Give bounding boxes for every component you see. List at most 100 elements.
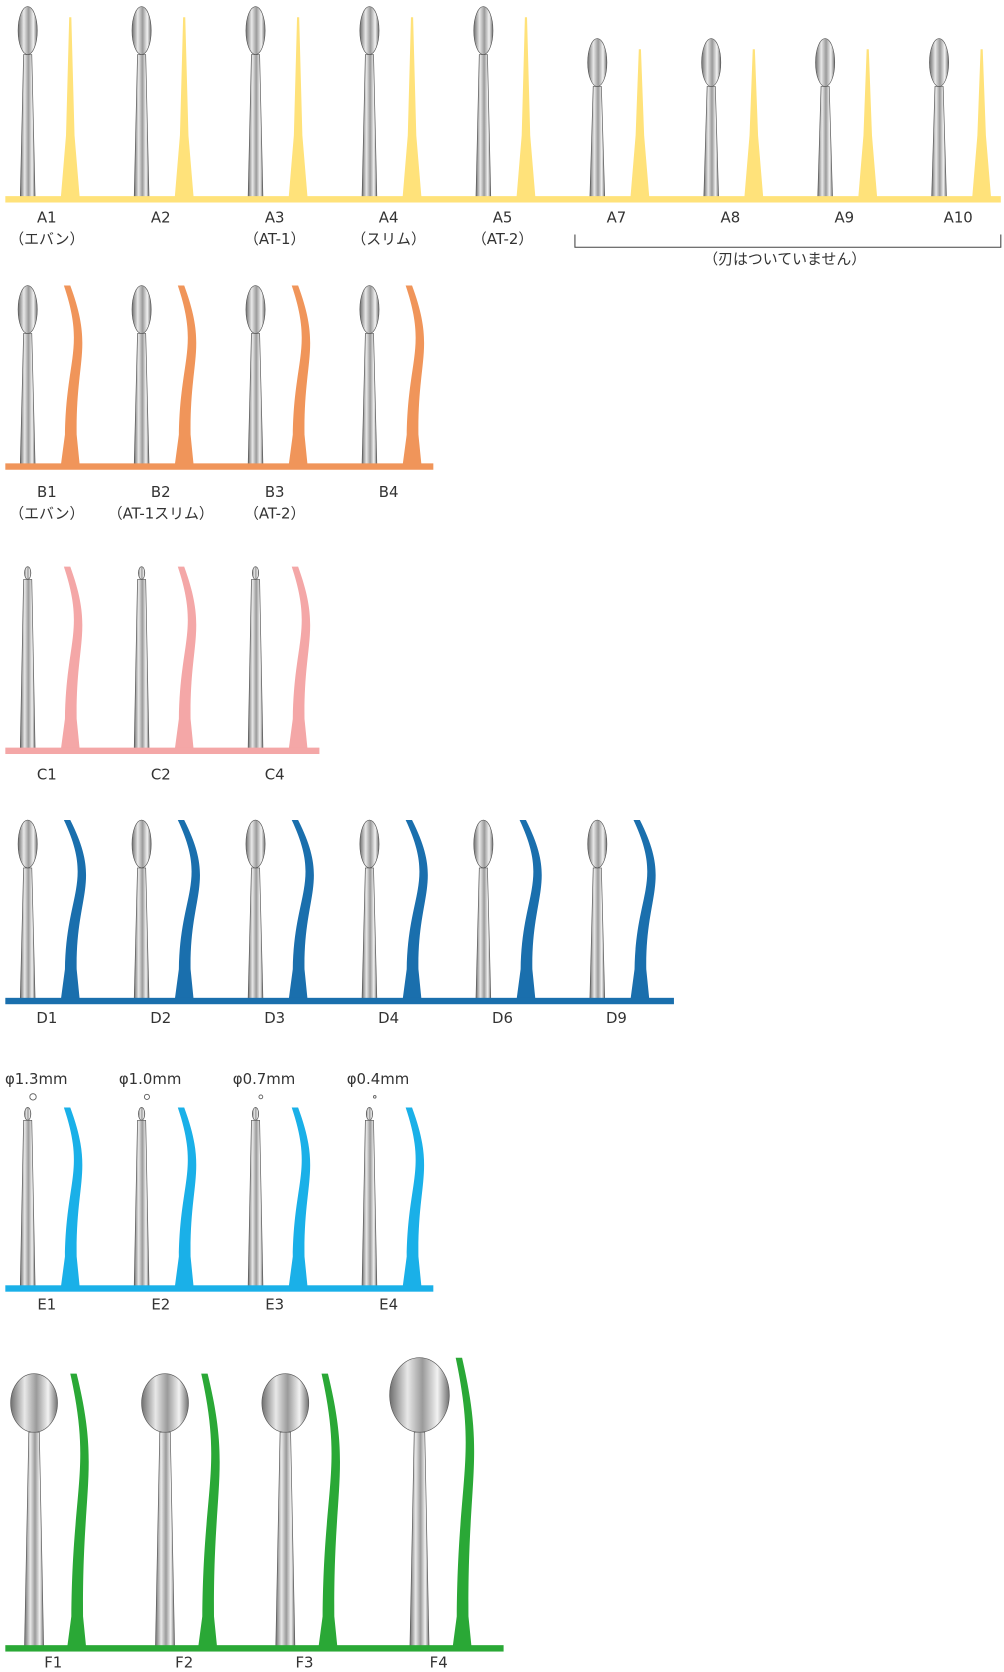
instrument-head xyxy=(17,6,38,55)
instrument-handle xyxy=(475,867,492,1002)
item-sublabel: （エバン） xyxy=(9,504,84,522)
instrument-head xyxy=(10,1373,58,1433)
instrument-handle xyxy=(19,579,36,752)
instrument-profile xyxy=(744,49,764,200)
instrument-head xyxy=(359,819,380,869)
instrument-handle xyxy=(155,1431,175,1649)
instrument-handle xyxy=(703,86,719,200)
item-label: E2 xyxy=(151,1296,170,1314)
instrument-head xyxy=(138,1107,146,1121)
instrument-profile xyxy=(288,566,311,751)
instrument-head xyxy=(245,285,266,334)
instrument-head xyxy=(359,285,380,334)
instrument-head xyxy=(252,1107,260,1121)
instrument-head xyxy=(473,819,494,869)
baseline xyxy=(5,1645,504,1652)
instrument-profile xyxy=(318,1373,340,1649)
instrument-profile xyxy=(402,820,428,1002)
instrument-profile xyxy=(174,1107,197,1289)
item-sublabel: （AT-1） xyxy=(244,230,305,248)
instrument-profile xyxy=(288,820,314,1002)
diameter-label: φ0.4mm xyxy=(347,1070,410,1088)
diameter-icon xyxy=(258,1094,264,1100)
item-label: E3 xyxy=(265,1296,284,1314)
instrument-handle xyxy=(19,867,36,1002)
item-label: B2 xyxy=(151,483,171,501)
item-sublabel: （AT-1スリム） xyxy=(108,504,214,522)
item-label: D2 xyxy=(150,1009,171,1027)
instrument-handle xyxy=(133,579,150,752)
item-sublabel: （エバン） xyxy=(9,230,84,248)
instrument-profile xyxy=(60,285,83,467)
note-bracket xyxy=(574,234,1002,248)
instrument-profile xyxy=(288,1107,311,1289)
item-label: A7 xyxy=(607,208,627,226)
instrument-handle xyxy=(409,1431,430,1649)
instrument-handle xyxy=(247,333,264,467)
item-label: D1 xyxy=(36,1009,57,1027)
instrument-profile xyxy=(60,17,80,200)
instrument-profile xyxy=(174,17,194,200)
instrument-head xyxy=(131,819,152,869)
instrument-head xyxy=(24,1107,32,1121)
instrument-handle xyxy=(589,867,606,1002)
item-label: B3 xyxy=(265,483,285,501)
item-label: B1 xyxy=(37,483,57,501)
item-label: A4 xyxy=(379,208,399,226)
instrument-profile xyxy=(858,49,878,200)
instrument-head xyxy=(359,6,380,55)
diameter-label: φ0.7mm xyxy=(233,1070,296,1088)
item-sublabel: （AT-2） xyxy=(472,230,533,248)
note: （刃はついていません） xyxy=(703,250,866,268)
instrument-head xyxy=(587,819,608,869)
instrument-profile xyxy=(516,820,542,1002)
instrument-profile xyxy=(630,49,650,200)
item-sublabel: （AT-2） xyxy=(244,504,305,522)
item-label: E1 xyxy=(37,1296,56,1314)
instrument-profile xyxy=(452,1357,475,1649)
diameter-label: φ1.3mm xyxy=(5,1070,68,1088)
instrument-handle xyxy=(24,1431,44,1649)
instrument-handle xyxy=(361,333,378,467)
item-label: A8 xyxy=(721,208,741,226)
item-label: A5 xyxy=(493,208,513,226)
item-label: C4 xyxy=(265,765,285,783)
instrument-head xyxy=(131,6,152,55)
instrument-profile xyxy=(402,285,425,467)
instrument-handle xyxy=(817,86,833,200)
instrument-handle xyxy=(275,1431,296,1649)
instrument-profile xyxy=(630,820,656,1002)
item-label: A3 xyxy=(265,208,285,226)
item-label: D3 xyxy=(264,1009,285,1027)
instrument-profile xyxy=(288,285,311,467)
instrument-head xyxy=(929,38,949,87)
item-label: D4 xyxy=(378,1009,399,1027)
instrument-head xyxy=(815,38,836,87)
instrument-head xyxy=(245,819,266,869)
instrument-profile xyxy=(288,17,308,200)
instrument-head xyxy=(245,6,266,55)
item-label: A1 xyxy=(37,208,57,226)
instrument-head xyxy=(261,1373,310,1433)
diameter-icon xyxy=(373,1095,377,1099)
instrument-handle xyxy=(931,86,947,200)
instrument-profile xyxy=(174,566,197,751)
instrument-handle xyxy=(133,54,150,200)
item-label: E4 xyxy=(379,1296,398,1314)
instrument-profile xyxy=(60,1107,83,1289)
instrument-head xyxy=(473,6,494,55)
instrument-handle xyxy=(361,54,378,200)
item-label: F4 xyxy=(430,1653,448,1671)
instrument-handle xyxy=(19,1119,36,1289)
instrument-profile xyxy=(402,1107,425,1289)
instrument-head xyxy=(365,1107,373,1121)
instrument-head xyxy=(17,819,38,869)
instrument-handle xyxy=(19,333,36,467)
instrument-head xyxy=(141,1373,189,1433)
instrument-profile xyxy=(972,49,992,200)
item-label: A10 xyxy=(944,208,973,226)
instrument-head xyxy=(138,566,146,580)
instrument-head xyxy=(131,285,152,334)
item-label: F3 xyxy=(295,1653,313,1671)
